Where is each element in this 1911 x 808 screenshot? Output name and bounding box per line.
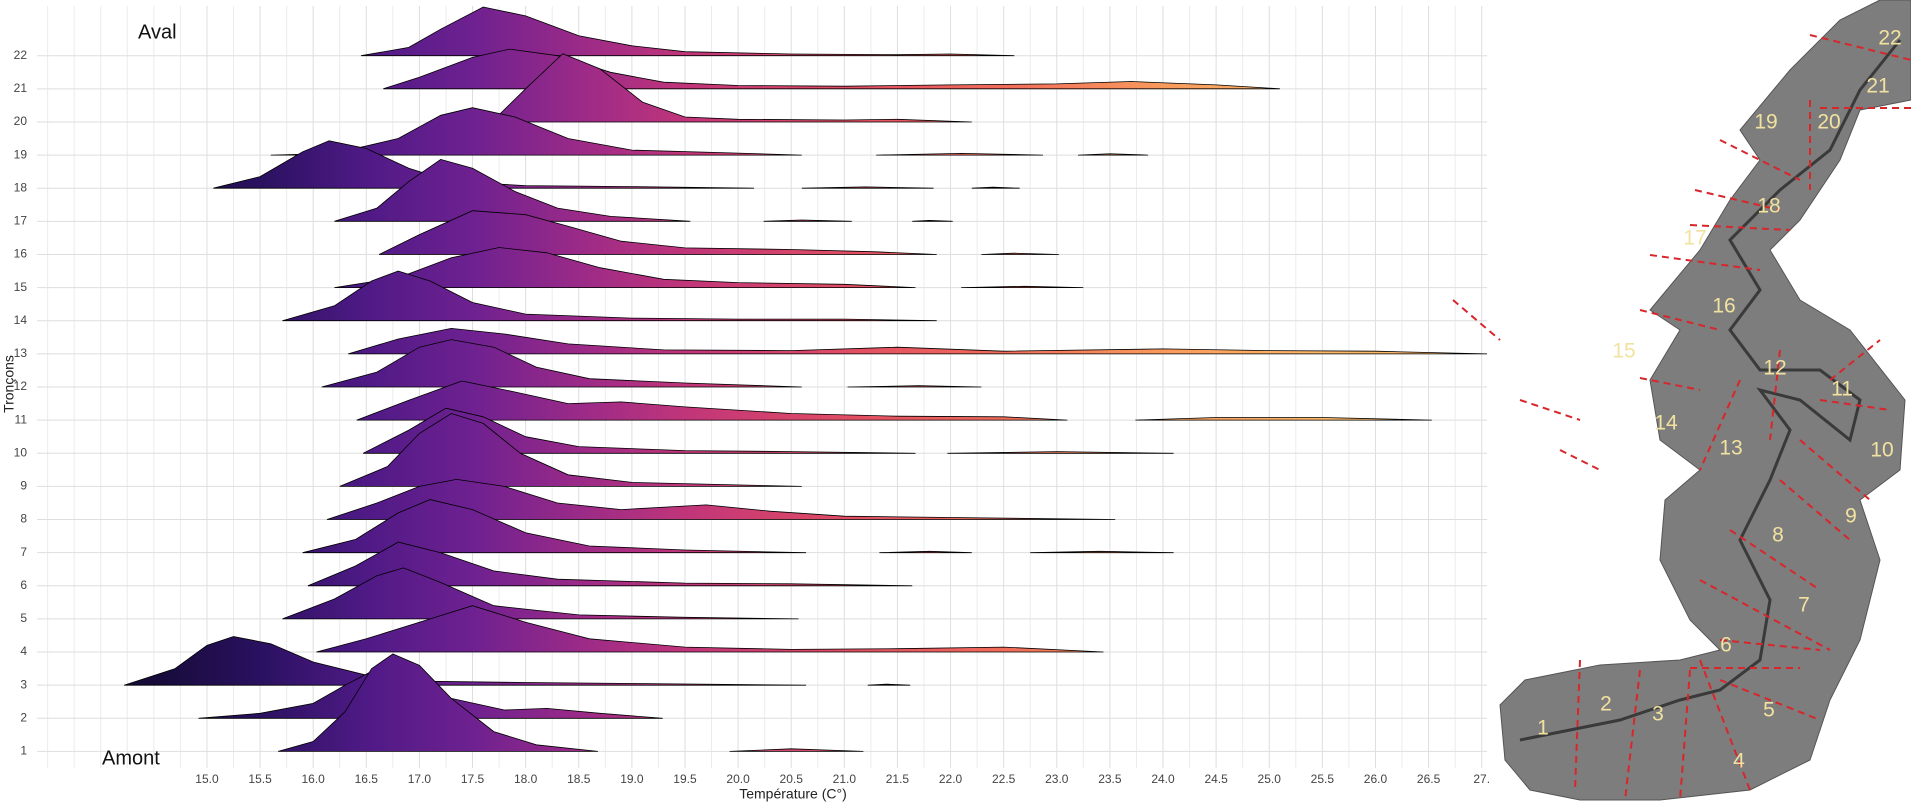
x-tick-label: 15.5: [248, 772, 272, 786]
x-tick-label: 23.0: [1045, 772, 1069, 786]
y-tick-label: 8: [20, 512, 27, 526]
y-tick-label: 4: [20, 644, 27, 658]
x-tick-label: 20.0: [726, 772, 750, 786]
x-tick-label: 24.5: [1204, 772, 1228, 786]
ridge: [282, 270, 937, 322]
axes: 15.0 15.5 16.0 16.5 17.0 17.5 18.0 18.5 19.0 19.5…: [14, 48, 1490, 786]
map-section-label: 12: [1763, 357, 1786, 380]
map-section-label: 6: [1720, 634, 1732, 657]
y-tick-label: 1: [20, 744, 27, 758]
ridge: [334, 247, 1084, 288]
x-tick-label: 18.5: [567, 772, 591, 786]
y-tick-label: 3: [20, 677, 27, 691]
x-tick-label: 26.0: [1364, 772, 1388, 786]
y-tick-label: 7: [20, 545, 27, 559]
map-section-label: 8: [1772, 524, 1784, 547]
map-section-label: 16: [1712, 295, 1735, 318]
y-axis-label: Tronçons: [1, 355, 17, 413]
y-tick-label: 2: [20, 710, 27, 724]
x-tick-label: 17.5: [461, 772, 485, 786]
ridges: [123, 6, 1488, 752]
ridge: [282, 567, 799, 620]
y-tick-label: 10: [14, 445, 28, 459]
x-tick-label: 22.5: [992, 772, 1016, 786]
ridge: [213, 140, 1020, 189]
y-tick-label: 18: [14, 180, 28, 194]
map-section-label: 10: [1870, 439, 1893, 462]
map-area: [1499, 0, 1911, 801]
ridge: [321, 339, 982, 388]
annotation: Aval: [138, 21, 177, 43]
map-section-label: 2: [1600, 693, 1612, 716]
ridge: [326, 478, 1116, 520]
y-tick-label: 12: [14, 379, 28, 393]
ridge: [490, 53, 972, 123]
y-tick-label: 16: [14, 247, 28, 261]
ridge: [270, 107, 1149, 156]
ridge: [277, 653, 864, 752]
ridge: [339, 413, 802, 487]
map-section-label: 1: [1537, 717, 1549, 740]
x-tick-label: 24.0: [1151, 772, 1175, 786]
map-section-label: 14: [1654, 412, 1678, 435]
x-tick-label: 19.0: [620, 772, 644, 786]
map-section-label: 17: [1683, 227, 1706, 250]
y-tick-label: 11: [15, 412, 28, 426]
x-tick-label: 16.0: [302, 772, 326, 786]
ridge: [356, 380, 1432, 421]
x-tick-label: 17.0: [408, 772, 432, 786]
map-section-label: 22: [1878, 27, 1901, 50]
ridge: [348, 327, 1488, 355]
map-section-label: 5: [1763, 699, 1775, 722]
map-section-label: 3: [1652, 703, 1664, 726]
ridge: [316, 605, 1104, 653]
river: [1519, 39, 1902, 742]
x-tick-label: 18.0: [514, 772, 538, 786]
x-tick-label: 21.5: [886, 772, 910, 786]
ridge: [360, 6, 1015, 57]
x-tick-label: 20.5: [780, 772, 804, 786]
x-tick-label: 25.5: [1311, 772, 1335, 786]
map-section-label: 18: [1757, 195, 1780, 218]
x-tick-label: 26.5: [1417, 772, 1441, 786]
map-section-label: 20: [1817, 111, 1840, 134]
x-tick-label: 23.5: [1098, 772, 1122, 786]
y-tick-label: 22: [14, 48, 28, 62]
x-tick-label: 27.: [1473, 772, 1490, 786]
map-section-label: 21: [1866, 75, 1889, 98]
y-tick-label: 9: [20, 479, 27, 493]
y-tick-label: 5: [20, 611, 27, 625]
y-tick-label: 6: [20, 578, 27, 592]
map-section-label: 4: [1733, 750, 1745, 773]
x-tick-label: 16.5: [355, 772, 379, 786]
y-tick-label: 21: [14, 81, 28, 95]
map-section-label: 7: [1798, 594, 1810, 617]
map-section-label: 19: [1754, 111, 1777, 134]
ridge: [123, 636, 911, 686]
ridge: [334, 158, 953, 222]
annotation: Amont: [102, 747, 160, 769]
x-tick-label: 19.5: [673, 772, 697, 786]
x-tick-label: 22.0: [939, 772, 963, 786]
x-tick-label: 21.0: [833, 772, 857, 786]
map-section-label: 9: [1845, 505, 1857, 528]
y-tick-label: 15: [14, 280, 28, 294]
x-tick-label: 15.0: [195, 772, 219, 786]
ridge: [307, 541, 913, 587]
map-section-label: 15: [1612, 340, 1635, 363]
x-tick-label: 25.0: [1258, 772, 1282, 786]
map-section-label: 13: [1719, 437, 1742, 460]
map-section-label: 11: [1831, 378, 1853, 401]
y-tick-label: 19: [14, 147, 28, 161]
y-tick-label: 13: [14, 346, 28, 360]
y-tick-label: 14: [14, 313, 28, 327]
y-tick-label: 17: [14, 214, 28, 228]
y-tick-label: 20: [14, 114, 28, 128]
ridge: [302, 499, 1174, 554]
x-axis-label: Température (C°): [739, 786, 847, 802]
section-boundaries: [1452, 34, 1911, 801]
ridge: [378, 210, 1059, 255]
